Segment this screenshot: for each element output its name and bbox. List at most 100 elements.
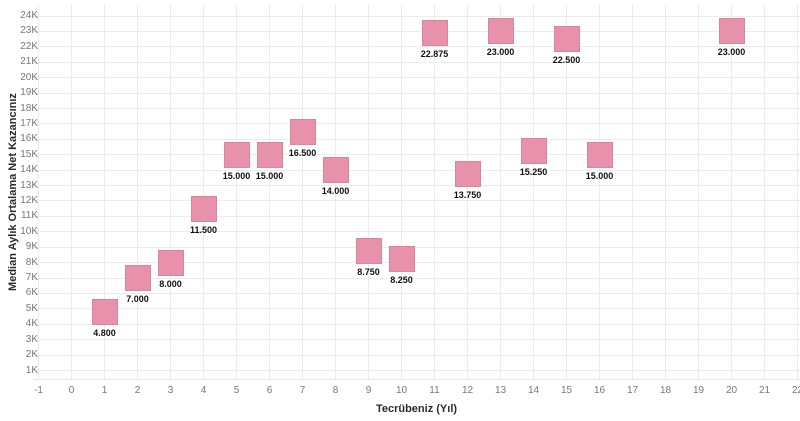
horizontal-gridline xyxy=(33,231,800,233)
vertical-gridline xyxy=(401,5,402,379)
data-mark[interactable] xyxy=(454,161,481,188)
vertical-gridline xyxy=(533,5,534,379)
y-tick-label: 19K xyxy=(20,87,38,99)
data-mark[interactable] xyxy=(289,118,316,145)
vertical-gridline xyxy=(368,5,369,379)
data-mark[interactable] xyxy=(91,298,118,325)
y-tick-label: 13K xyxy=(20,179,38,191)
vertical-gridline xyxy=(500,5,501,379)
vertical-gridline xyxy=(71,5,72,379)
vertical-gridline xyxy=(566,5,567,379)
x-axis-line xyxy=(33,379,800,380)
x-tick-label: 15 xyxy=(560,385,573,396)
mark-label: 11.500 xyxy=(189,224,218,235)
horizontal-gridline xyxy=(33,323,800,325)
mark-label: 22.500 xyxy=(552,55,581,66)
y-tick-label: 4K xyxy=(25,318,38,330)
y-tick-label: 9K xyxy=(25,241,38,253)
horizontal-gridline xyxy=(33,77,800,79)
vertical-gridline xyxy=(665,5,666,379)
horizontal-gridline xyxy=(33,354,800,356)
x-tick-label: 12 xyxy=(461,385,474,396)
mark-label: 15.250 xyxy=(519,166,548,177)
vertical-gridline xyxy=(698,5,699,379)
x-tick-label: 20 xyxy=(725,385,738,396)
x-tick-label: 0 xyxy=(68,385,75,396)
x-tick-label: 6 xyxy=(266,385,273,396)
mark-label: 8.750 xyxy=(357,267,380,278)
horizontal-gridline xyxy=(33,61,800,63)
data-mark[interactable] xyxy=(487,18,514,45)
data-mark[interactable] xyxy=(124,265,151,292)
horizontal-gridline xyxy=(33,292,800,294)
x-tick-label: 4 xyxy=(200,385,207,396)
data-mark[interactable] xyxy=(256,141,283,168)
data-mark[interactable] xyxy=(421,20,448,47)
horizontal-gridline xyxy=(33,185,800,187)
data-mark[interactable] xyxy=(223,141,250,168)
y-tick-label: 8K xyxy=(25,256,38,268)
y-tick-label: 20K xyxy=(20,71,38,83)
mark-label: 8.000 xyxy=(159,278,182,289)
mark-label: 15.000 xyxy=(585,170,614,181)
x-tick-label: 10 xyxy=(395,385,408,396)
horizontal-gridline xyxy=(33,154,800,156)
y-tick-label: 24K xyxy=(20,10,38,22)
horizontal-gridline xyxy=(33,30,800,32)
horizontal-gridline xyxy=(33,370,800,371)
x-axis-title: Tecrübeniz (Yıl) xyxy=(375,403,458,415)
mark-label: 13.750 xyxy=(453,190,482,201)
data-mark[interactable] xyxy=(520,137,547,164)
y-tick-label: 6K xyxy=(25,287,38,299)
horizontal-gridline xyxy=(33,262,800,264)
vertical-gridline xyxy=(203,5,204,379)
vertical-gridline xyxy=(335,5,336,379)
x-tick-label: 16 xyxy=(593,385,606,396)
horizontal-gridline xyxy=(33,92,800,94)
x-tick-label: 7 xyxy=(299,385,306,396)
y-tick-label: 18K xyxy=(20,102,38,114)
data-mark[interactable] xyxy=(322,157,349,184)
y-tick-label: 17K xyxy=(20,117,38,129)
y-tick-label: 16K xyxy=(20,133,38,145)
horizontal-gridline xyxy=(33,339,800,341)
x-tick-label: 9 xyxy=(365,385,372,396)
y-tick-label: 3K xyxy=(25,333,38,345)
data-mark[interactable] xyxy=(157,249,184,276)
horizontal-gridline xyxy=(33,15,800,17)
y-tick-label: 10K xyxy=(20,225,38,237)
vertical-gridline xyxy=(632,5,633,379)
data-mark[interactable] xyxy=(718,18,745,45)
data-mark[interactable] xyxy=(355,238,382,265)
vertical-gridline xyxy=(104,5,105,379)
mark-label: 14.000 xyxy=(321,186,350,197)
horizontal-gridline xyxy=(33,46,800,48)
x-tick-label: 14 xyxy=(527,385,540,396)
y-tick-label: 21K xyxy=(20,56,38,68)
vertical-gridline xyxy=(434,5,435,379)
mark-label: 23.000 xyxy=(717,47,746,58)
x-tick-label: 22 xyxy=(791,385,800,396)
vertical-gridline xyxy=(38,5,39,379)
x-tick-label: 5 xyxy=(233,385,240,396)
y-tick-label: 12K xyxy=(20,194,38,206)
x-tick-label: 11 xyxy=(429,385,440,396)
horizontal-gridline xyxy=(33,200,800,202)
data-mark[interactable] xyxy=(586,141,613,168)
x-tick-label: 3 xyxy=(167,385,174,396)
vertical-gridline xyxy=(236,5,237,379)
data-mark[interactable] xyxy=(553,26,580,53)
mark-label: 8.250 xyxy=(390,274,413,285)
y-tick-label: 11K xyxy=(20,210,38,222)
y-tick-label: 15K xyxy=(20,148,38,160)
mark-label: 4.800 xyxy=(93,327,116,338)
x-tick-label: 1 xyxy=(101,385,108,396)
y-tick-label: 1K xyxy=(25,364,38,376)
x-tick-label: 17 xyxy=(626,385,639,396)
data-mark[interactable] xyxy=(190,195,217,222)
vertical-gridline xyxy=(269,5,270,379)
vertical-gridline xyxy=(302,5,303,379)
mark-label: 22.875 xyxy=(420,49,449,60)
horizontal-gridline xyxy=(33,108,800,110)
data-mark[interactable] xyxy=(388,245,415,272)
